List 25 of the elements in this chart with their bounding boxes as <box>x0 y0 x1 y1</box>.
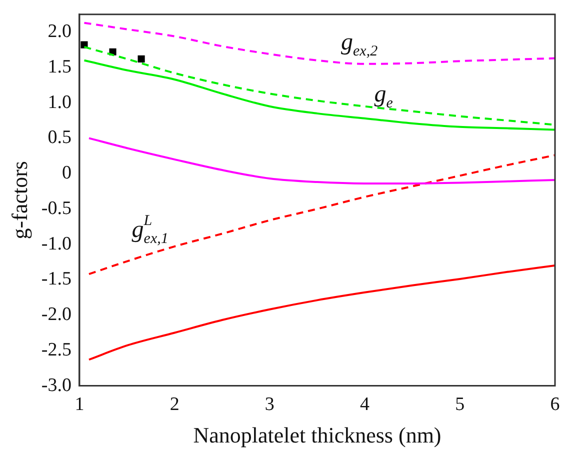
y-tick-label: 2.0 <box>48 21 72 42</box>
y-tick-label: 1.5 <box>48 56 72 78</box>
y-tick-label: -1.5 <box>41 268 72 290</box>
y-tick-label: -3.0 <box>41 374 72 396</box>
y-tick-label: 0.5 <box>48 127 72 148</box>
line-series <box>88 264 555 361</box>
y-axis-title: g-factors <box>6 161 32 240</box>
y-tick-label: 1.0 <box>48 92 72 113</box>
x-tick-label: 3 <box>264 394 274 416</box>
y-tick-label: -2.5 <box>41 339 72 360</box>
x-tick-label: 1 <box>74 394 84 416</box>
line-series <box>88 154 555 276</box>
y-tick-label: 0 <box>62 162 72 184</box>
point <box>138 55 145 63</box>
y-tick-label: -2.0 <box>41 304 72 326</box>
x-axis-title: Nanoplatelet thickness (nm) <box>193 422 442 448</box>
line-series <box>83 59 555 131</box>
x-tick-label: 2 <box>170 394 180 416</box>
line-series <box>83 22 555 65</box>
x-tick-label: 4 <box>360 394 370 416</box>
x-tick-label: 5 <box>455 394 465 416</box>
y-tick-label: -1.0 <box>41 233 72 254</box>
line-series <box>88 137 555 184</box>
y-tick-label: -0.5 <box>41 198 72 219</box>
x-tick-label: 6 <box>550 394 560 416</box>
